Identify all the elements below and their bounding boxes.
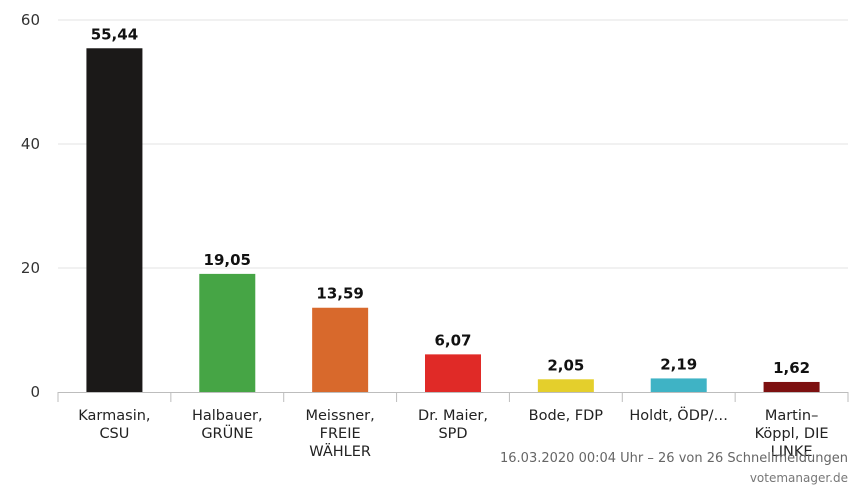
y-tick-label: 0 (30, 383, 40, 401)
category-label: SPD (438, 426, 467, 442)
category-label: Holdt, ÖDP/… (629, 406, 728, 424)
bar (537, 379, 594, 392)
data-label: 2,05 (547, 356, 584, 374)
x-axis (57, 392, 849, 402)
data-label: 1,62 (773, 359, 810, 377)
category-label: WÄHLER (309, 442, 371, 460)
category-label: Bode, FDP (529, 408, 604, 424)
y-tick-label: 20 (21, 259, 40, 277)
category-label: Martin– (765, 408, 819, 424)
y-axis-ticks: 0 20 40 60 (21, 11, 40, 401)
data-label: 55,44 (91, 25, 138, 43)
data-labels: 55,44 19,05 13,59 6,07 2,05 2,19 1,62 (91, 25, 810, 377)
bar (199, 273, 256, 392)
bar (650, 378, 707, 392)
y-tick-label: 40 (21, 135, 40, 153)
category-label: CSU (99, 426, 129, 442)
bar (763, 381, 820, 392)
bar (86, 48, 143, 392)
category-label: LINKE (771, 444, 813, 460)
footer-timestamp: 16.03.2020 00:04 Uhr – 26 von 26 Schnell… (500, 451, 848, 466)
y-tick-label: 60 (21, 11, 40, 29)
footer-source: votemanager.de (750, 471, 848, 485)
gridlines (58, 19, 848, 269)
category-label: FREIE (320, 426, 361, 442)
data-label: 13,59 (316, 285, 363, 303)
category-label: Meissner, (306, 408, 375, 424)
data-label: 6,07 (434, 331, 471, 349)
bar (312, 307, 369, 392)
category-label: Karmasin, (78, 408, 150, 424)
category-label: Köppl, DIE (755, 426, 829, 442)
category-label: GRÜNE (201, 424, 253, 442)
category-label: Dr. Maier, (418, 408, 488, 424)
data-label: 2,19 (660, 355, 697, 373)
data-label: 19,05 (204, 251, 251, 269)
bars (86, 48, 820, 392)
category-labels: Karmasin, CSU Halbauer,GRÜNE Meissner, FREIE… (78, 406, 828, 460)
bar (425, 354, 481, 392)
category-label: Halbauer, (192, 408, 263, 424)
